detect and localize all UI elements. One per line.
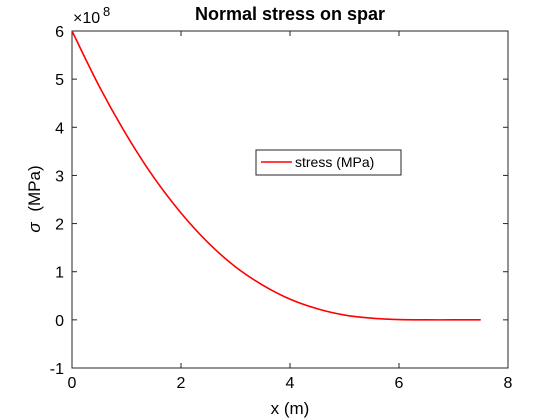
x-tick-label: 0 — [68, 375, 77, 392]
y-axis-label: σ (MPa) — [25, 165, 44, 232]
y-tick-label: 3 — [55, 168, 64, 185]
y-multiplier: ×10 8 — [73, 4, 110, 27]
x-tick-label: 8 — [504, 375, 513, 392]
chart-title: Normal stress on spar — [195, 4, 385, 24]
y-tick-label: 0 — [55, 313, 64, 330]
y-tick-label: -1 — [50, 361, 64, 378]
y-tick-label: 1 — [55, 265, 64, 282]
y-multiplier-exponent: 8 — [103, 4, 110, 19]
y-tick-label: 5 — [55, 72, 64, 89]
y-multiplier-base: ×10 — [73, 10, 100, 27]
plot-area-frame — [71, 30, 509, 369]
y-tick-label: 2 — [55, 217, 64, 234]
legend: stress (MPa) — [255, 149, 402, 176]
x-tick-label: 2 — [177, 375, 186, 392]
x-axis-label: x (m) — [271, 399, 310, 418]
axis-ticks — [71, 30, 509, 369]
stress-series-line — [71, 30, 481, 321]
x-tick-label: 4 — [286, 375, 295, 392]
legend-label: stress (MPa) — [295, 154, 374, 170]
y-tick-label: 6 — [55, 24, 64, 41]
svg-text:σ (MPa): σ (MPa) — [25, 165, 44, 232]
x-tick-label: 6 — [395, 375, 404, 392]
y-axis-label-symbol: σ — [25, 222, 44, 233]
y-axis-label-text: (MPa) — [25, 165, 44, 211]
y-tick-label: 4 — [55, 120, 64, 137]
